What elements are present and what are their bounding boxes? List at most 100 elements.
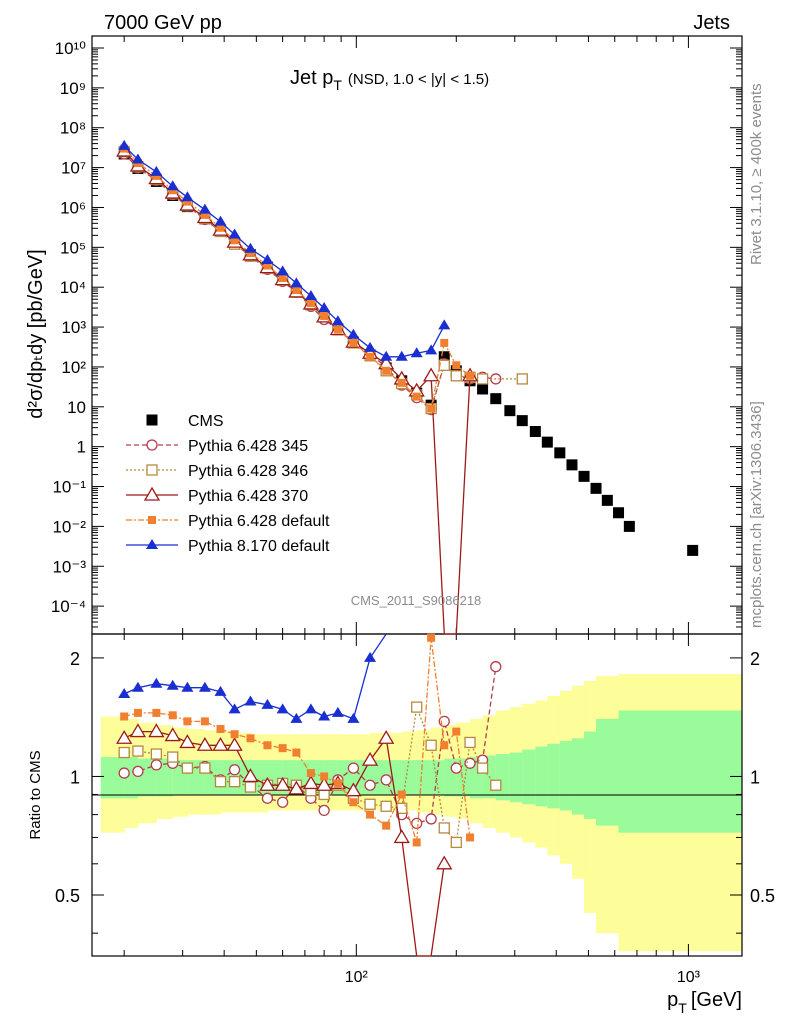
- y-tick-label: 10⁷: [61, 159, 86, 178]
- rivet-version-label: Rivet 3.1.10, ≥ 400k events: [748, 83, 765, 265]
- point-pythia-8-170-default: [118, 139, 131, 150]
- ratio-point-pythia-6-428-default: [230, 730, 239, 739]
- ratio-point-pythia-6-428-370: [259, 776, 276, 791]
- ratio-point-pythia-8-170-default: [304, 703, 317, 714]
- ratio-point-pythia-8-170-default: [228, 703, 241, 714]
- point-cms: [613, 507, 625, 519]
- point-cms: [590, 482, 602, 494]
- point-pythia-8-170-default: [425, 344, 438, 355]
- ratio-tick-label: 2: [70, 649, 80, 669]
- ratio-point-pythia-6-428-370: [361, 751, 379, 766]
- point-cms: [623, 520, 635, 532]
- ratio-point-pythia-6-428-345: [318, 804, 330, 817]
- ratio-point-pythia-6-428-370: [212, 736, 229, 751]
- ratio-point-pythia-6-428-370: [116, 729, 133, 744]
- ratio-point-pythia-6-428-default: [466, 833, 475, 842]
- point-pythia-8-170-default: [181, 191, 194, 202]
- legend-marker-pythia-8-170-default: [146, 539, 158, 549]
- point-pythia-6-428-default: [246, 249, 255, 258]
- ratio-point-pythia-6-428-default: [397, 790, 406, 799]
- y-tick-label: 10⁸: [60, 119, 86, 138]
- ratio-point-pythia-6-428-default: [292, 748, 301, 757]
- point-pythia-6-428-370: [423, 367, 440, 382]
- point-pythia-8-170-default: [276, 265, 289, 276]
- plot-title: Jet pT (NSD, 1.0 < |y| < 1.5): [290, 67, 489, 93]
- point-pythia-6-428-346: [438, 359, 450, 371]
- point-pythia-8-170-default: [331, 315, 344, 326]
- point-cms: [541, 436, 553, 448]
- ratio-point-pythia-6-428-default: [349, 798, 358, 807]
- point-pythia-6-428-default: [278, 274, 287, 283]
- ratio-point-pythia-6-428-345: [464, 757, 476, 769]
- ratio-point-pythia-8-170-default: [331, 706, 344, 717]
- ratio-tick-label: 1: [70, 767, 80, 787]
- ratio-point-pythia-6-428-345: [450, 762, 462, 774]
- ratio-point-pythia-6-428-345: [261, 792, 274, 804]
- ratio-point-pythia-6-428-default: [133, 708, 142, 717]
- y-tick-label: 10⁻⁴: [51, 597, 86, 616]
- point-cms: [529, 426, 541, 438]
- point-pythia-6-428-default: [320, 311, 329, 320]
- y-tick-label: 10³: [61, 318, 86, 337]
- legend-label-pythia-6-428-346: Pythia 6.428 346: [188, 463, 308, 480]
- ratio-point-pythia-6-428-370: [179, 734, 196, 749]
- ratio-point-pythia-6-428-345: [364, 779, 376, 791]
- ratio-point-pythia-6-428-346: [450, 836, 462, 849]
- x-tick-label: 10²: [345, 969, 369, 986]
- y-tick-label: 10⁹: [60, 79, 86, 98]
- point-pythia-8-170-default: [150, 165, 163, 176]
- point-pythia-6-428-346: [450, 370, 462, 382]
- band-inner-bin: [571, 738, 585, 815]
- point-pythia-8-170-default: [261, 254, 274, 265]
- ratio-axis-label: Ratio to CMS: [27, 750, 44, 839]
- point-pythia-6-428-default: [427, 404, 436, 413]
- ratio-point-pythia-6-428-default: [412, 838, 421, 847]
- ratio-point-pythia-6-428-default: [120, 712, 129, 721]
- ratio-point-pythia-8-170-default: [118, 687, 131, 698]
- point-pythia-6-428-default: [466, 371, 475, 380]
- legend-label-pythia-6-428-370: Pythia 6.428 370: [188, 488, 308, 505]
- ratio-point-pythia-6-428-default: [452, 727, 461, 736]
- ratio-point-pythia-8-170-default: [198, 681, 211, 692]
- point-cms: [438, 351, 450, 363]
- point-pythia-8-170-default: [228, 228, 241, 239]
- ratio-point-pythia-6-428-346: [244, 781, 257, 793]
- mcplots-label: mcplots.cern.ch [arXiv:1306.3436]: [748, 401, 765, 628]
- ratio-point-pythia-6-428-345: [490, 661, 502, 673]
- legend-marker-pythia-6-428-370: [143, 486, 161, 501]
- y-tick-label: 10⁻²: [52, 517, 86, 536]
- point-pythia-6-428-default: [452, 361, 461, 370]
- point-pythia-8-170-default: [410, 347, 423, 358]
- band-inner-bin: [618, 710, 743, 833]
- band-inner-bin: [535, 746, 548, 807]
- legend-marker-pythia-6-428-default: [148, 516, 156, 524]
- ratio-tick-label: 0.5: [750, 886, 775, 906]
- ratio-tick-label: 2: [750, 649, 760, 669]
- ratio-point-pythia-8-170-default: [261, 698, 274, 709]
- ratio-point-pythia-6-428-346: [380, 800, 392, 812]
- ratio-point-pythia-6-428-345: [380, 774, 392, 786]
- point-pythia-8-170-default: [244, 242, 257, 253]
- point-cms: [687, 544, 699, 556]
- point-pythia-8-170-default: [304, 290, 317, 301]
- ratio-point-pythia-6-428-370: [196, 736, 214, 751]
- ratio-uncertainty-bands: [100, 674, 743, 952]
- point-cms: [516, 415, 528, 427]
- ratio-point-pythia-6-428-370: [302, 775, 320, 790]
- ratio-point-pythia-6-428-default: [382, 821, 391, 830]
- series-line-pythia-6-428-346: [123, 151, 523, 410]
- series-line-pythia-8-170-default: [123, 145, 445, 358]
- ratio-point-pythia-6-428-345: [411, 817, 423, 830]
- y-tick-label: 10: [67, 398, 86, 417]
- point-pythia-8-170-default: [347, 328, 360, 339]
- ratio-point-pythia-6-428-370: [315, 776, 333, 791]
- ratio-point-pythia-6-428-370: [129, 723, 147, 738]
- ratio-point-pythia-8-170-default: [276, 703, 289, 714]
- point-pythia-6-428-default: [397, 378, 406, 387]
- ratio-point-pythia-6-428-346: [150, 748, 163, 760]
- x-axis-label: pT [GeV]: [667, 989, 742, 1016]
- analysis-watermark: CMS_2011_S9086218: [351, 593, 482, 608]
- legend-label-pythia-8-170-default: Pythia 8.170 default: [188, 538, 330, 555]
- ratio-point-pythia-6-428-370: [274, 776, 291, 791]
- point-pythia-6-428-default: [230, 236, 239, 245]
